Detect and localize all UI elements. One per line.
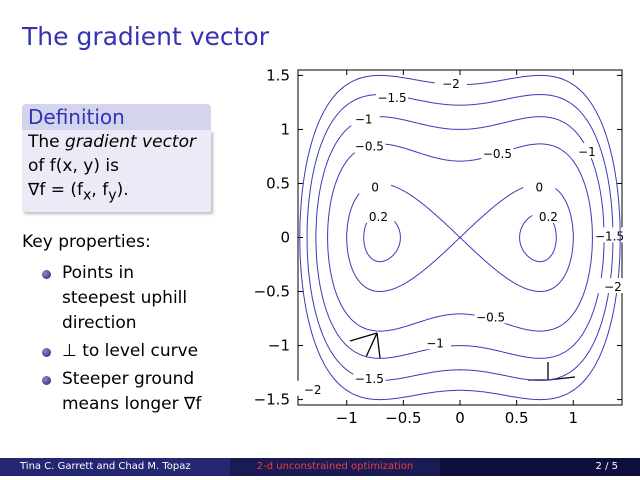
y-tick-label: 1.5: [266, 66, 290, 84]
contour-line: [299, 74, 621, 401]
y-tick-label: 0: [280, 229, 290, 247]
contour-label-text: −0.5: [483, 147, 512, 161]
properties: Key properties: Points in steepest uphill…: [22, 230, 201, 420]
contour-label: −2: [596, 278, 629, 294]
contour-label-text: 0.2: [539, 210, 558, 224]
footer-authors: Tina C. Garrett and Chad M. Topaz: [0, 458, 230, 476]
definition-body: The gradient vector of f(x, y) is ∇f = (…: [22, 130, 211, 212]
contour-label-text: −0.5: [476, 310, 505, 324]
contour-label-text: −1.5: [377, 91, 406, 105]
contour-label-text: −1: [578, 145, 596, 159]
contour-label-bg: [296, 380, 329, 396]
contour-label-text: 0: [535, 181, 543, 195]
contour-label: −1: [419, 334, 452, 350]
definition-line: of f(x, y) is: [28, 156, 119, 176]
property-line: ⊥ to level curve: [62, 341, 199, 361]
contour-label: −1.5: [376, 89, 409, 105]
y-tick-label: −0.5: [254, 283, 290, 301]
contour-label-text: −2: [442, 77, 460, 91]
property-line: means longer ∇f: [62, 394, 202, 414]
y-tick-label: 0.5: [266, 174, 290, 192]
term: gradient vector: [65, 132, 196, 152]
contour-label: −2: [296, 380, 329, 397]
formula-part: ∇f = (f: [28, 180, 84, 200]
contour-label-bg: [376, 89, 409, 105]
formula: ∇f = (fx, fy).: [28, 178, 211, 207]
contour-label-text: 0: [371, 181, 379, 195]
property-line: Steeper ground: [62, 369, 195, 389]
contour-label: 0: [359, 178, 392, 195]
contour-label: 0.2: [362, 207, 395, 224]
text: The: [28, 132, 66, 152]
y-tick-label: 1: [280, 120, 290, 138]
x-tick-label: 0: [455, 409, 465, 427]
contour-label-text: −2: [304, 383, 322, 397]
footer: Tina C. Garrett and Chad M. Topaz 2-d un…: [0, 458, 640, 476]
contour-label: −1.5: [353, 369, 386, 386]
property-list: Points in steepest uphill direction ⊥ to le…: [22, 261, 201, 417]
contour-label-text: −1.5: [595, 229, 624, 243]
contour-label: −1: [570, 143, 603, 159]
footer-talk: 2-d unconstrained optimization: [230, 458, 440, 476]
contour-label-bg: [362, 207, 395, 223]
x-tick-label: −1: [336, 409, 358, 427]
contour-label: −1: [347, 110, 380, 127]
contour-label-bg: [523, 178, 556, 194]
contour-label: −0.5: [353, 137, 386, 154]
y-tick-label: −1.5: [254, 391, 290, 409]
contour-label-bg: [434, 74, 467, 90]
property-item: ⊥ to level curve: [22, 339, 201, 364]
contour-label: −2: [434, 74, 467, 91]
contour-plot: −1 −0.5 0 0.5 1 −1.5 −1 −0.5 0 0.5 1 1.5 0.2 0.2 0 0 −0.…: [253, 66, 629, 427]
contour-label-bg: [419, 334, 452, 350]
property-line: steepest uphill: [62, 288, 188, 308]
contour-label-text: −1: [426, 336, 444, 350]
contour-line: [306, 94, 614, 381]
contour-label-bg: [532, 207, 565, 223]
property-line: Points in: [62, 263, 134, 283]
contour-label-text: −1: [355, 113, 373, 127]
contour-label-bg: [474, 308, 507, 324]
contour-label: −1.5: [593, 227, 626, 243]
contour-label-text: −1.5: [355, 372, 384, 386]
definition-title: Definition: [22, 104, 211, 130]
contour-label: −0.5: [481, 145, 514, 161]
formula-sub: x: [83, 187, 92, 204]
formula-part: , f: [91, 180, 109, 200]
contour-label: 0: [523, 178, 556, 195]
x-tick-label: −0.5: [385, 409, 421, 427]
contour-label-bg: [570, 143, 603, 159]
contour-line: [346, 183, 574, 292]
formula-sub: y: [108, 187, 117, 204]
x-tick-label: 0.5: [505, 409, 529, 427]
contour-label-bg: [593, 227, 626, 243]
contour-label-bg: [353, 137, 386, 153]
property-line: direction: [62, 313, 137, 333]
contour-line: [315, 116, 605, 359]
contour-label: −0.5: [474, 308, 507, 324]
footer-page: 2 / 5: [440, 458, 640, 476]
definition-line: The gradient vector: [28, 130, 211, 154]
formula-part: ).: [116, 180, 129, 200]
contour-label-text: −0.5: [355, 140, 384, 154]
property-item: Points in steepest uphill direction: [22, 261, 201, 336]
slide-title: The gradient vector: [22, 22, 269, 51]
contour-label-text: 0.2: [369, 210, 388, 224]
contour-label-bg: [596, 278, 629, 294]
contour-label-text: −2: [604, 280, 622, 294]
contour-label-bg: [347, 110, 380, 126]
x-tick-label: 1: [569, 409, 579, 427]
contour-label-bg: [353, 369, 386, 385]
y-tick-label: −1: [268, 337, 290, 355]
contour-label: 0.2: [532, 207, 565, 224]
property-item: Steeper ground means longer ∇f: [22, 367, 201, 417]
contour-label-bg: [359, 178, 392, 194]
properties-title: Key properties:: [22, 232, 151, 252]
contour-label-bg: [481, 145, 514, 161]
